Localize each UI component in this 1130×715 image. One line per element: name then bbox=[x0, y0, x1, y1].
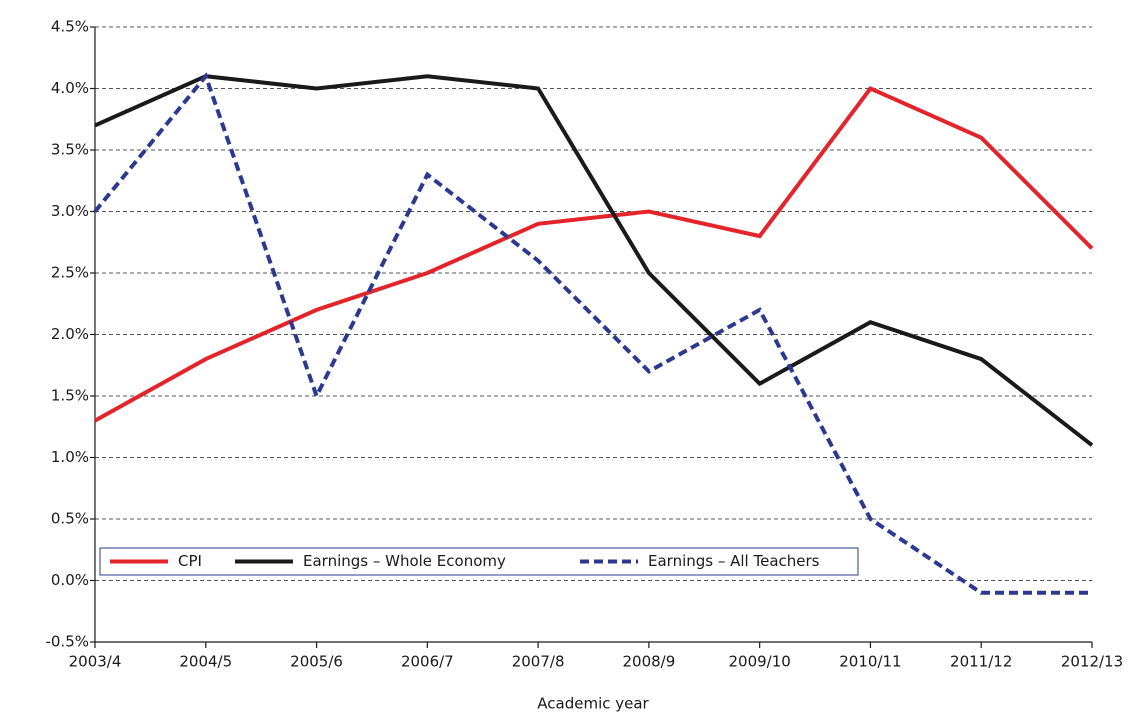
y-tick-label: 3.0% bbox=[51, 202, 89, 220]
series-line bbox=[94, 74, 1094, 447]
x-tick-label: 2012/13 bbox=[1061, 653, 1123, 671]
x-axis-title: Academic year bbox=[537, 695, 649, 713]
y-tick-label: 4.5% bbox=[51, 18, 89, 36]
legend-label: Earnings – Whole Economy bbox=[303, 552, 506, 570]
y-tick-label: 3.5% bbox=[51, 141, 89, 159]
x-tick-label: 2008/9 bbox=[622, 653, 675, 671]
y-tick-label: 0.5% bbox=[51, 510, 89, 528]
y-tick-label: 1.0% bbox=[51, 448, 89, 466]
x-tick-label: 2005/6 bbox=[290, 653, 343, 671]
x-tick-label: 2006/7 bbox=[401, 653, 454, 671]
legend-label: CPI bbox=[178, 552, 202, 570]
y-tick-label: 4.0% bbox=[51, 79, 89, 97]
y-tick-label: 1.5% bbox=[51, 387, 89, 405]
legend-box bbox=[99, 547, 859, 576]
x-tick-label: 2003/4 bbox=[69, 653, 122, 671]
y-tick-label: 2.0% bbox=[51, 325, 89, 343]
series-line bbox=[94, 86, 1094, 423]
y-tick-label: 0.0% bbox=[51, 571, 89, 589]
x-tick-label: 2011/12 bbox=[950, 653, 1012, 671]
legend-label: Earnings – All Teachers bbox=[648, 552, 820, 570]
series-line bbox=[93, 72, 1092, 595]
y-tick-label: -0.5% bbox=[45, 633, 89, 651]
y-tick-label: 2.5% bbox=[51, 264, 89, 282]
x-tick-label: 2010/11 bbox=[839, 653, 901, 671]
x-tick-label: 2007/8 bbox=[512, 653, 565, 671]
x-tick-label: 2004/5 bbox=[179, 653, 232, 671]
x-tick-label: 2009/10 bbox=[729, 653, 791, 671]
